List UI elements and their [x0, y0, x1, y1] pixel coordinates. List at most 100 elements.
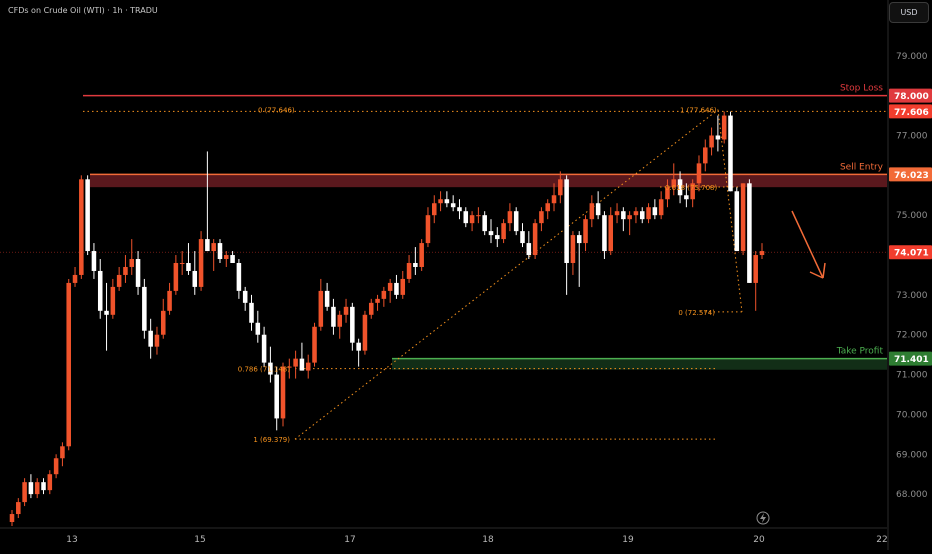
candle-body	[759, 251, 765, 256]
time-tick-label: 17	[344, 535, 355, 545]
candle-body	[72, 274, 78, 283]
candle-body	[123, 266, 128, 275]
candle-body	[469, 215, 475, 224]
candle-body	[324, 290, 330, 307]
candle-body	[501, 223, 506, 240]
candle-body	[28, 482, 34, 495]
candle-body	[53, 458, 59, 475]
candle-body	[507, 211, 513, 224]
candle-body	[734, 191, 740, 252]
time-tick-label: 15	[194, 535, 205, 545]
candle-body	[305, 362, 311, 371]
candle-body	[104, 310, 109, 315]
level-label: Sell Entry	[840, 162, 884, 172]
candle-body	[513, 211, 519, 232]
chart-title: CFDs on Crude Oil (WTI) · 1h · TRADU	[8, 6, 158, 15]
candle-body	[9, 514, 15, 523]
candle-body	[703, 147, 708, 164]
candle-body	[394, 282, 399, 295]
candle-body	[488, 231, 494, 236]
price-tag	[889, 351, 932, 366]
candle-body	[293, 358, 298, 367]
candle-body	[230, 255, 235, 263]
price-tag-label: 78.000	[894, 92, 929, 102]
currency-button[interactable]: USD	[889, 2, 929, 23]
candle-body	[350, 306, 355, 343]
fib-label: 0.618 (75.708)	[665, 184, 717, 192]
fib-label: 0 (72.574)	[678, 309, 715, 317]
candle-body	[576, 235, 582, 244]
candle-body	[425, 215, 431, 244]
candle-body	[287, 366, 292, 368]
candle-body	[432, 203, 437, 216]
candle-body	[570, 235, 576, 263]
candle-body	[236, 263, 242, 291]
price-tick-label: 75.000	[896, 211, 928, 221]
candle-body	[97, 270, 103, 311]
candle-body	[274, 374, 279, 419]
candle-body	[249, 302, 254, 323]
candle-body	[639, 211, 645, 220]
candle-body	[438, 199, 443, 204]
price-tag-label: 74.071	[894, 249, 929, 259]
candle-body	[482, 215, 487, 232]
candle-body	[34, 482, 40, 495]
candle-body	[186, 263, 191, 271]
candle-body	[205, 239, 210, 252]
candle-body	[709, 135, 714, 148]
candle-body	[564, 179, 569, 263]
price-tick-label: 70.000	[896, 410, 928, 420]
candle-body	[337, 314, 342, 327]
candle-body	[41, 482, 46, 491]
candle-body	[66, 282, 71, 447]
candle-body	[198, 239, 204, 287]
candle-body	[368, 302, 374, 315]
candle-body	[60, 446, 65, 459]
candle-body	[526, 243, 532, 256]
candle-body	[255, 322, 261, 335]
candle-body	[715, 135, 721, 140]
candle-body	[721, 115, 727, 140]
candle-body	[646, 207, 651, 220]
candle-body	[400, 278, 406, 295]
candle-body	[47, 474, 53, 491]
candle-body	[129, 259, 135, 267]
price-tag	[889, 88, 932, 103]
price-tick-label: 72.000	[896, 331, 928, 341]
price-tick-label: 68.000	[896, 490, 928, 500]
lightning-icon[interactable]	[756, 511, 770, 525]
candle-body	[476, 215, 481, 217]
price-tag	[889, 245, 932, 260]
fib-label: 1 (77.646)	[680, 107, 717, 115]
candle-body	[621, 211, 626, 220]
candle-body	[633, 211, 639, 216]
candle-body	[312, 326, 317, 363]
candle-body	[658, 199, 664, 216]
candle-body	[677, 179, 683, 196]
price-tag-label: 76.023	[894, 171, 929, 181]
candle-body	[110, 286, 116, 315]
candle-body	[753, 255, 758, 283]
price-tick-label: 69.000	[896, 450, 928, 460]
candle-body	[362, 314, 368, 351]
candle-body	[142, 286, 147, 331]
take-profit-zone	[392, 358, 887, 370]
candle-body	[192, 270, 198, 287]
candle-body	[684, 195, 689, 200]
fib-label: 1 (69.379)	[253, 436, 290, 444]
candle-body	[671, 179, 677, 188]
candle-body	[299, 358, 305, 371]
candle-body	[551, 195, 557, 204]
candle-body	[457, 207, 462, 212]
candle-body	[740, 183, 746, 252]
candle-body	[690, 183, 695, 200]
price-tick-label: 71.000	[896, 371, 928, 381]
forecast-arrow	[791, 210, 824, 279]
candle-body	[160, 310, 166, 335]
time-tick-label: 22	[876, 535, 887, 545]
price-tick-label: 73.000	[896, 291, 928, 301]
candle-body	[589, 203, 595, 220]
candle-body	[406, 263, 412, 279]
